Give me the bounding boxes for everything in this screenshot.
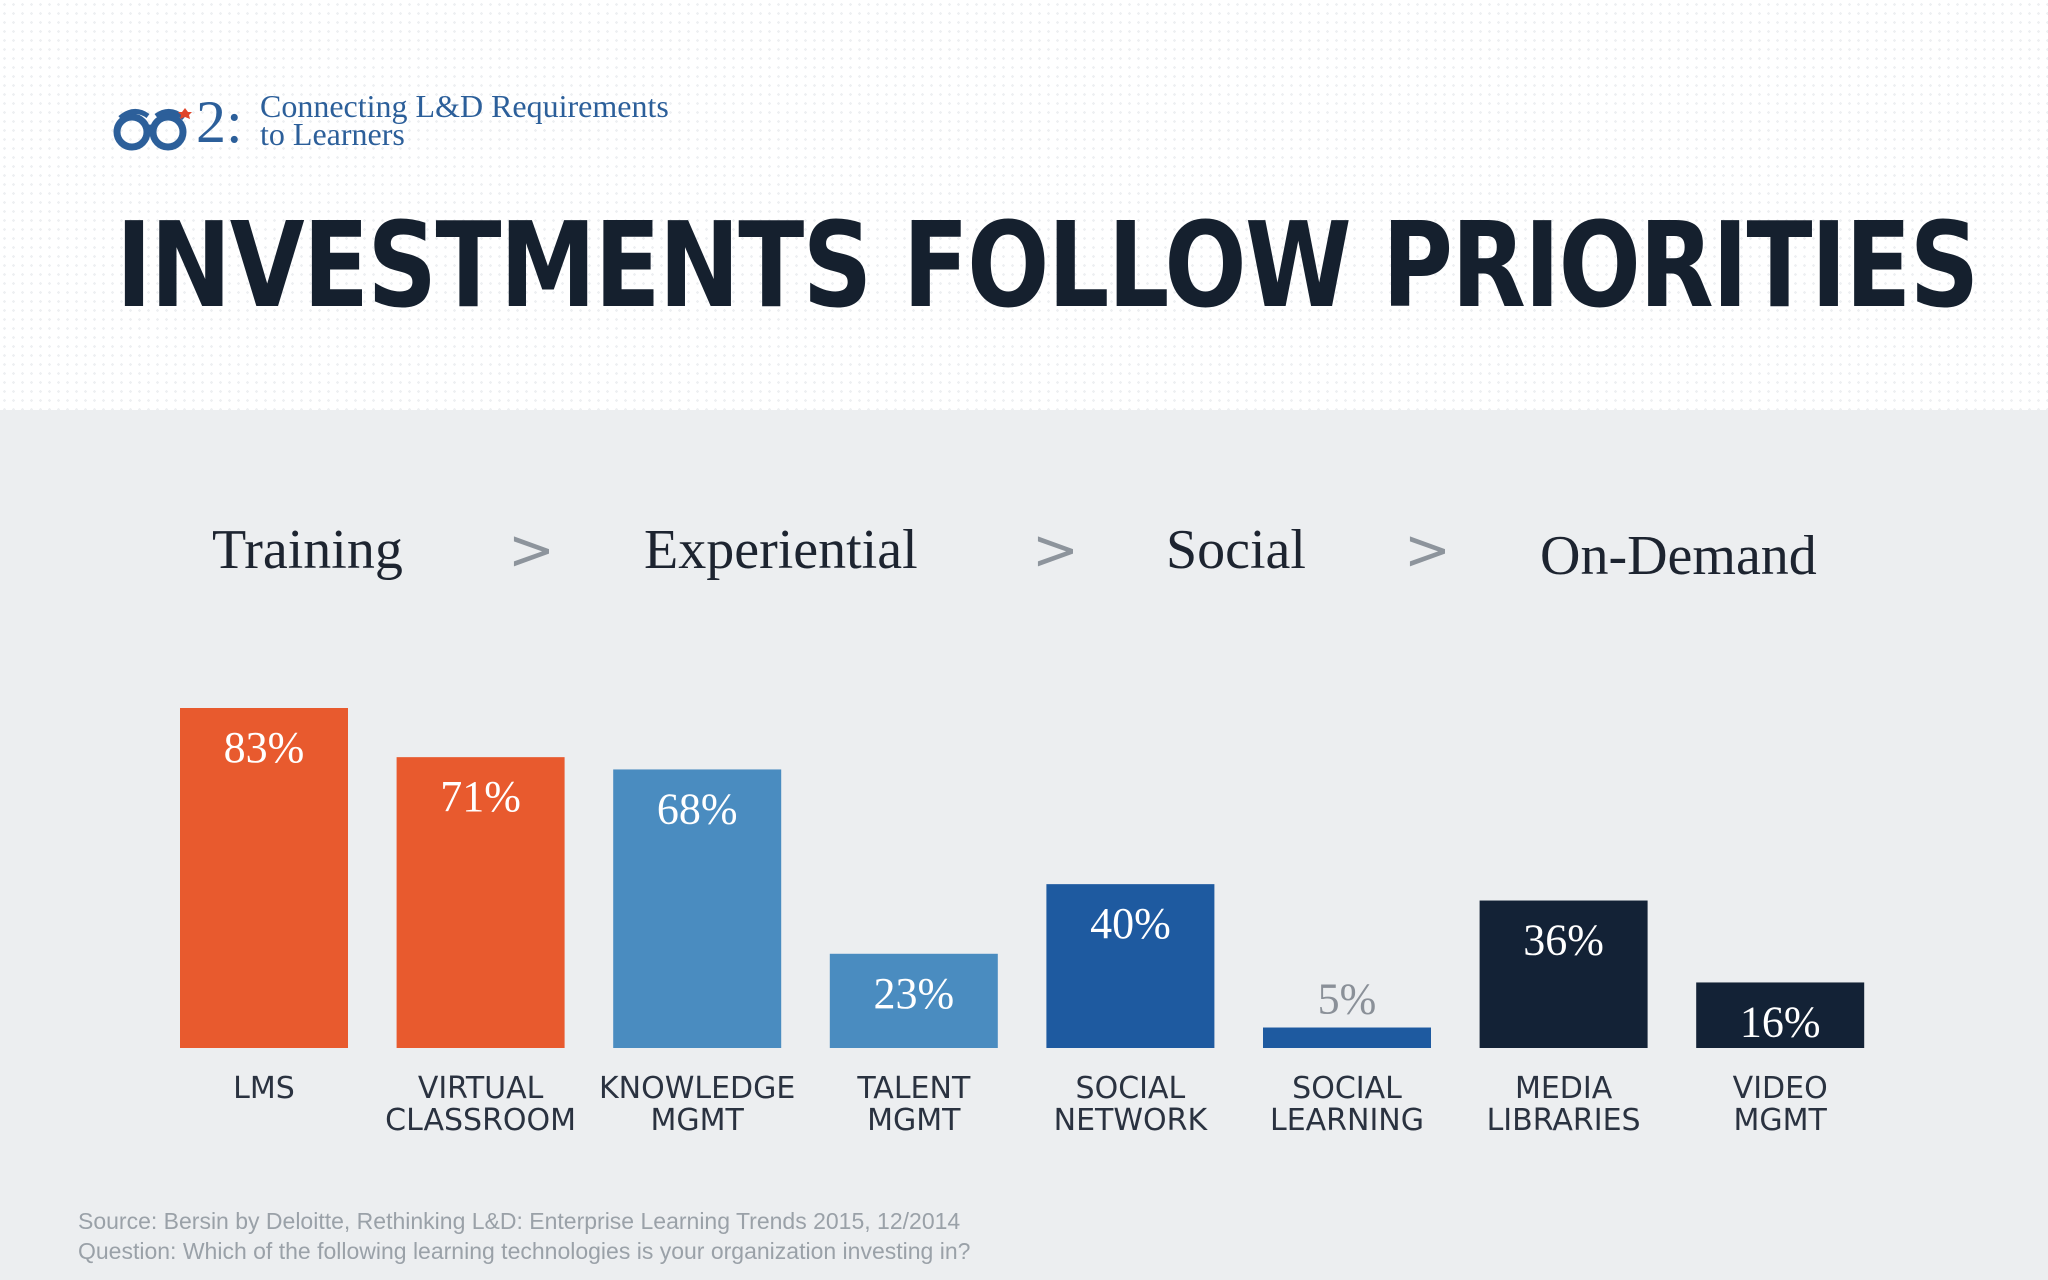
category-label: MEDIA xyxy=(1515,1071,1613,1106)
category-label: CLASSROOM xyxy=(385,1103,576,1138)
bar-social-network xyxy=(1046,884,1215,1048)
data-label: 36% xyxy=(1523,916,1604,965)
category-label: SOCIAL xyxy=(1076,1071,1186,1106)
category-label: TALENT xyxy=(856,1071,971,1106)
data-label: 40% xyxy=(1090,899,1171,948)
bar-lms xyxy=(180,708,348,1048)
logo-line-2: to Learners xyxy=(260,116,405,152)
source-text: Source: Bersin by Deloitte, Rethinking L… xyxy=(78,1208,961,1234)
data-label: 83% xyxy=(224,723,305,772)
header-panel: 2: Connecting L&D Requirements to Learne… xyxy=(0,0,2048,410)
category-label: LMS xyxy=(233,1071,295,1106)
bar-virtual-classroom xyxy=(396,757,565,1048)
category-label: VIRTUAL xyxy=(418,1071,544,1106)
category-label: MGMT xyxy=(1734,1103,1828,1138)
category-label: MGMT xyxy=(651,1103,745,1138)
bar-talent-mgmt xyxy=(829,953,998,1048)
category-label: NETWORK xyxy=(1054,1103,1209,1138)
source-note: Source: Bersin by Deloitte, Rethinking L… xyxy=(78,1206,970,1266)
page-title: INVESTMENTS FOLLOW PRIORITIES xyxy=(116,196,1979,334)
logo-number: 2: xyxy=(196,89,243,155)
category-label: MGMT xyxy=(867,1103,961,1138)
category-label: SOCIAL xyxy=(1292,1071,1402,1106)
stage-social: Social xyxy=(1166,519,1306,581)
stage-experiential: Experiential xyxy=(644,519,918,581)
data-label: 23% xyxy=(873,969,954,1018)
stage-training: Training xyxy=(212,519,403,581)
bar-media-libraries xyxy=(1479,900,1648,1048)
data-label: 71% xyxy=(440,772,521,821)
glasses-icon xyxy=(113,108,192,151)
data-label: 5% xyxy=(1318,975,1377,1024)
data-label: 16% xyxy=(1740,997,1821,1046)
category-label: VIDEO xyxy=(1733,1071,1828,1106)
logo-line-1: Connecting L&D Requirements xyxy=(260,88,669,124)
bar-video-mgmt xyxy=(1696,982,1865,1048)
logo-text: Connecting L&D Requirements to Learners xyxy=(260,88,669,152)
stage-arrow-1: > xyxy=(508,518,555,583)
category-label: KNOWLEDGE xyxy=(599,1071,795,1106)
data-label: 68% xyxy=(657,784,738,833)
bar-social-learning xyxy=(1263,1027,1431,1048)
category-label: LIBRARIES xyxy=(1487,1103,1641,1138)
category-label: LEARNING xyxy=(1270,1103,1424,1138)
stage-arrow-2: > xyxy=(1032,518,1079,583)
bar-knowledge-mgmt xyxy=(613,769,782,1048)
stage-arrow-3: > xyxy=(1404,518,1451,583)
stage-on-demand: On-Demand xyxy=(1540,525,1817,587)
question-text: Question: Which of the following learnin… xyxy=(78,1238,971,1264)
